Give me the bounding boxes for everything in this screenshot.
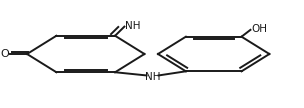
Text: OH: OH: [251, 24, 268, 34]
Text: O: O: [0, 49, 9, 59]
Text: NH: NH: [125, 21, 140, 31]
Text: NH: NH: [145, 72, 160, 82]
